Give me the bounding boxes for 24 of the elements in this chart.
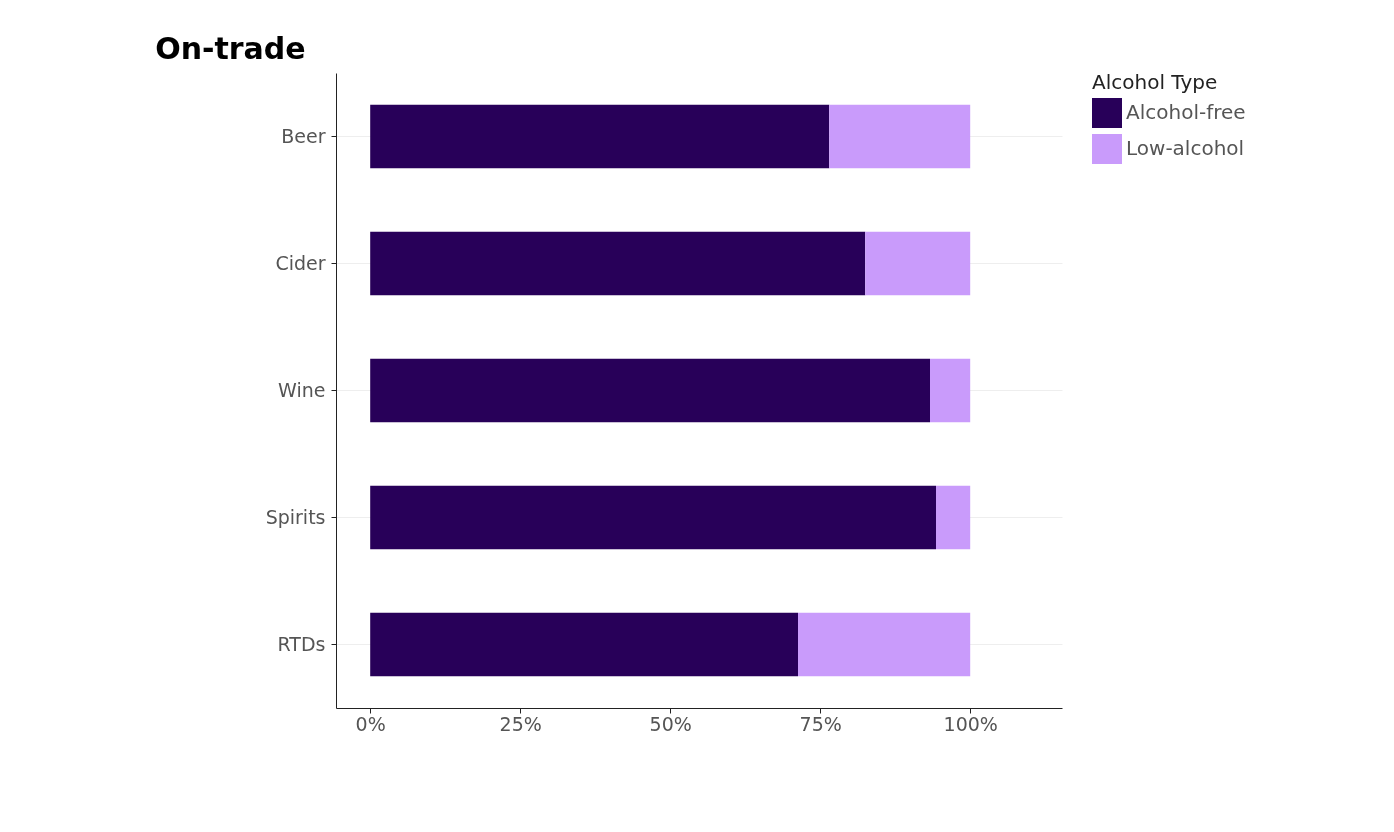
- bar: [370, 358, 930, 423]
- bar: [936, 485, 971, 550]
- bar: [370, 231, 866, 296]
- y-tick-label: Cider: [275, 251, 326, 274]
- bar: [370, 104, 830, 169]
- bar: [865, 231, 971, 296]
- bar: [370, 485, 936, 550]
- legend-title: Alcohol Type: [1092, 70, 1218, 94]
- bar: [930, 358, 971, 423]
- bar: [829, 104, 971, 169]
- x-tick-label: 75%: [799, 712, 842, 735]
- legend-label: Alcohol-free: [1126, 100, 1246, 124]
- y-tick-label: Beer: [281, 124, 326, 147]
- x-tick-label: 100%: [943, 712, 998, 735]
- chart-title: On-trade: [155, 31, 306, 66]
- x-tick-label: 25%: [499, 712, 542, 735]
- bar: [370, 612, 798, 677]
- x-tick-label: 50%: [649, 712, 692, 735]
- y-tick-label: RTDs: [277, 632, 326, 655]
- legend-label: Low-alcohol: [1126, 136, 1245, 160]
- y-tick-label: Spirits: [265, 505, 326, 528]
- bar: [798, 612, 971, 677]
- x-tick-label: 0%: [355, 712, 386, 735]
- y-tick-label: Wine: [278, 378, 326, 401]
